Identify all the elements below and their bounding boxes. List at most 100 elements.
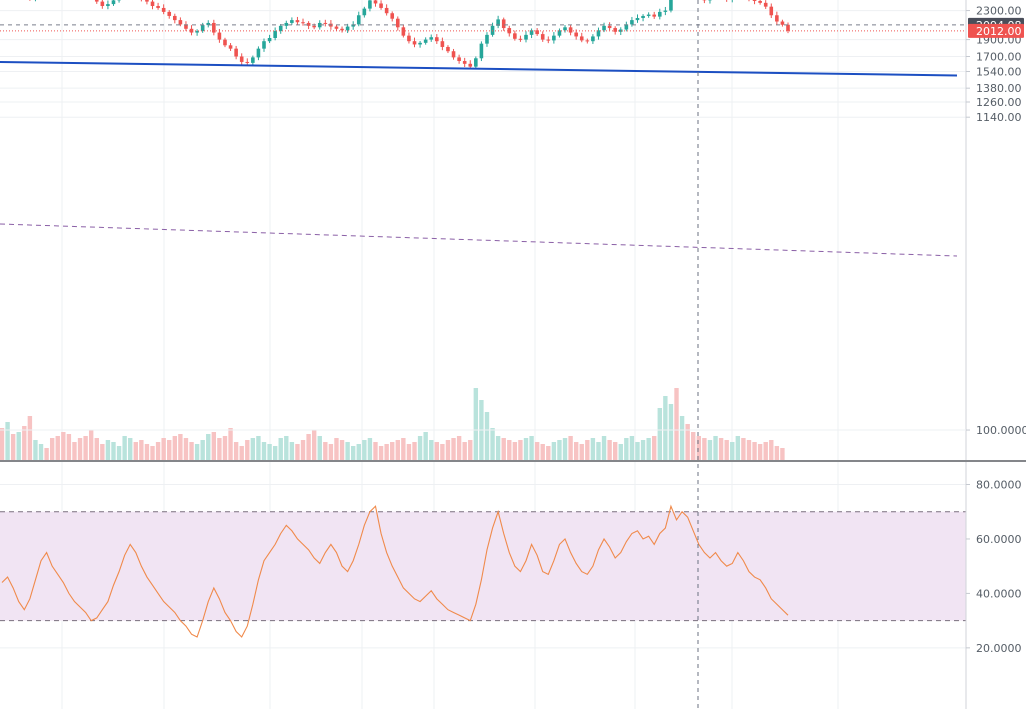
channel-lines[interactable] — [0, 0, 958, 77]
channel-line — [0, 60, 958, 77]
volume-bar — [278, 438, 283, 460]
rsi-overbought-oversold-band — [0, 511, 966, 621]
volume-bar — [568, 436, 573, 460]
candle-body — [602, 25, 606, 31]
candle-body — [468, 63, 473, 67]
candle-body — [474, 58, 478, 67]
candle-body — [295, 20, 300, 23]
candle-body — [312, 25, 316, 28]
rsi-series-line — [1, 504, 789, 638]
volume-bar — [652, 436, 657, 460]
candle-body — [178, 20, 183, 25]
candle-body — [301, 22, 305, 24]
candle-body — [501, 19, 506, 29]
volume-bar — [752, 442, 757, 460]
candle-body — [401, 27, 406, 36]
volume-bar — [161, 438, 166, 460]
candle-body — [524, 34, 528, 40]
volume-bar — [501, 438, 506, 460]
volume-bar — [746, 440, 752, 460]
volume-bar — [105, 440, 111, 460]
volume-bar — [440, 444, 445, 460]
candle-body — [94, 0, 99, 2]
volume-bar — [72, 442, 77, 460]
candle-body — [635, 18, 640, 21]
candle-body — [267, 38, 272, 42]
candle-body — [574, 32, 578, 37]
candle-body — [607, 25, 612, 29]
price-tick-label: 1540.00 — [976, 66, 1022, 79]
volume-bar — [434, 442, 440, 460]
volume-bar — [601, 436, 607, 460]
volume-bar — [406, 444, 412, 460]
candle-body — [786, 24, 790, 31]
candle-body — [763, 2, 768, 7]
candle-body — [145, 0, 149, 2]
volume-bar — [730, 442, 735, 460]
volume-bar — [328, 444, 334, 460]
candle-body — [156, 6, 160, 8]
price-grid — [0, 0, 966, 460]
volume-bar — [261, 442, 267, 460]
volume-bar — [94, 438, 99, 460]
volume-bar — [155, 442, 161, 460]
volume-bar — [629, 436, 635, 460]
volume-bar — [222, 436, 228, 460]
candle-body — [251, 57, 255, 63]
volume-bar — [133, 442, 138, 460]
candle-body — [334, 26, 339, 29]
volume-bar — [395, 440, 400, 460]
rsi-band — [0, 511, 966, 622]
volume-bar — [468, 440, 473, 460]
candle-body — [457, 57, 461, 62]
candle-body — [234, 48, 238, 57]
volume-bar — [61, 432, 66, 460]
volume-bar — [183, 438, 189, 460]
price-axis[interactable]: 4100.003700.003300.002900.002600.002300.… — [965, 0, 1024, 460]
volume-bar — [780, 448, 785, 460]
price-tag-bg — [968, 23, 1024, 38]
volume-bar — [724, 440, 729, 460]
volume-bar — [735, 436, 741, 460]
candle-body — [507, 28, 512, 34]
candle-body — [440, 41, 445, 47]
volume-bar — [172, 436, 178, 460]
volume-bar — [445, 440, 451, 460]
volume-bar — [384, 444, 389, 460]
rsi-axis[interactable]: 100.0000 80.0000 60.0000 40.0000 20.0000 — [965, 424, 1026, 709]
candle-body — [585, 40, 590, 42]
candle-body — [624, 24, 629, 30]
candle-body — [256, 48, 261, 58]
candle-body — [462, 61, 467, 64]
volume-bar — [579, 444, 584, 460]
candle-body — [150, 1, 155, 7]
candle-body — [646, 14, 651, 16]
volume-bar — [763, 442, 768, 460]
candle-body — [446, 46, 450, 52]
volume-bar — [0, 428, 5, 460]
candle-body — [195, 31, 199, 33]
candle-body — [657, 11, 662, 17]
rsi-tick-label: 20.0000 — [976, 642, 1022, 655]
candle-body — [479, 43, 484, 59]
volume-bar — [295, 444, 300, 460]
volume-bar — [88, 430, 94, 460]
candle-body — [167, 11, 172, 16]
candle-body — [652, 14, 657, 17]
candle-body — [429, 37, 434, 40]
volume-bar — [718, 438, 724, 460]
volume-bar — [456, 436, 462, 460]
volume-bar — [507, 440, 512, 460]
price-tag-label: 2012.00 — [976, 25, 1022, 38]
candle-body — [184, 24, 188, 29]
volume-bar — [10, 434, 16, 460]
volume-bar — [128, 438, 133, 460]
volume-bar — [139, 440, 144, 460]
candle-body — [223, 39, 227, 46]
candle-body — [540, 34, 545, 40]
volume-bar — [122, 436, 127, 460]
volume-bar — [55, 436, 60, 460]
volume-bar — [256, 436, 261, 460]
volume-bar — [390, 442, 395, 460]
